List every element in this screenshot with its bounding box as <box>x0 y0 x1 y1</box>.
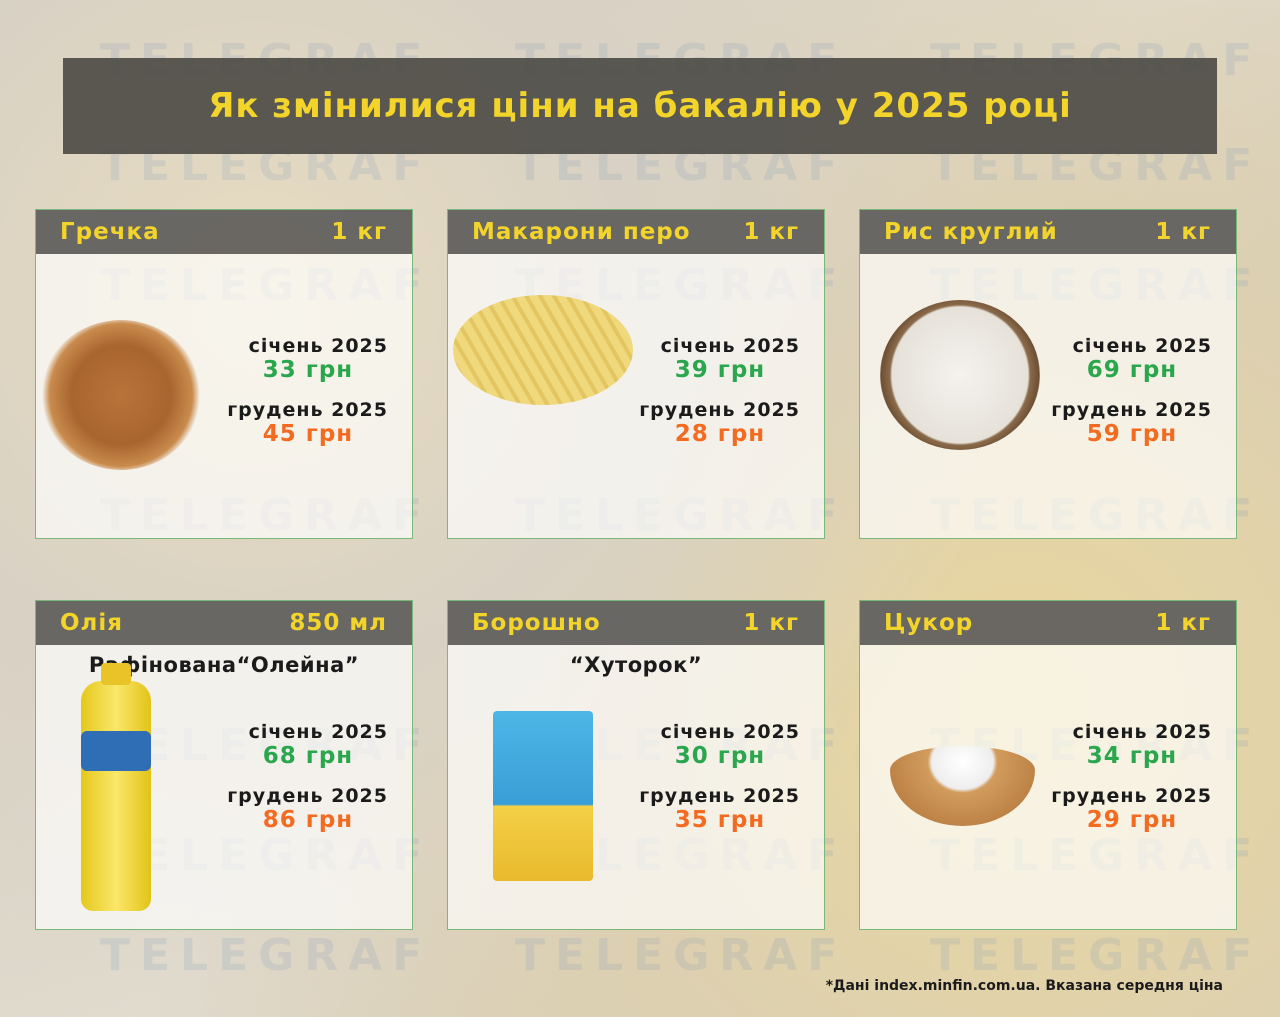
january-label: січень 2025 <box>660 335 800 357</box>
january-price: 33 грн <box>262 357 354 383</box>
product-unit: 1 кг <box>743 219 799 245</box>
price-block: січень 2025 34 грн грудень 2025 29 грн <box>1012 721 1212 833</box>
december-price: 45 грн <box>262 421 354 447</box>
rice-bowl-image <box>880 300 1040 450</box>
product-card: Цукор 1 кг січень 2025 34 грн грудень 202… <box>859 600 1237 930</box>
watermark: TELEGRAF <box>100 930 433 981</box>
product-name: Макарони перо <box>472 219 691 245</box>
sugar-bowl-image <box>890 746 1035 826</box>
january-label: січень 2025 <box>660 721 800 743</box>
january-price: 69 грн <box>1086 357 1178 383</box>
january-label: січень 2025 <box>1072 335 1212 357</box>
page-title: Як змінилися ціни на бакалію у 2025 році <box>208 86 1072 126</box>
product-card: Рис круглий 1 кг січень 2025 69 грн груде… <box>859 209 1237 539</box>
product-name: Гречка <box>60 219 160 245</box>
january-price: 34 грн <box>1086 743 1178 769</box>
december-price: 86 грн <box>262 807 354 833</box>
price-block: січень 2025 69 грн грудень 2025 59 грн <box>1012 335 1212 447</box>
december-label: грудень 2025 <box>1051 399 1212 421</box>
january-label: січень 2025 <box>248 335 388 357</box>
december-label: грудень 2025 <box>1051 785 1212 807</box>
december-price: 28 грн <box>674 421 766 447</box>
product-name: Олія <box>60 610 124 636</box>
product-unit: 1 кг <box>1155 219 1211 245</box>
january-label: січень 2025 <box>1072 721 1212 743</box>
penne-pasta-image <box>453 295 633 405</box>
buckwheat-image <box>41 320 201 470</box>
footnote: *Дані index.minfin.com.ua. Вказана серед… <box>825 978 1223 994</box>
card-header: Рис круглий 1 кг <box>860 210 1236 254</box>
december-label: грудень 2025 <box>227 399 388 421</box>
january-label: січень 2025 <box>248 721 388 743</box>
product-unit: 850 мл <box>289 610 387 636</box>
product-unit: 1 кг <box>1155 610 1211 636</box>
product-unit: 1 кг <box>743 610 799 636</box>
title-bar: Як змінилися ціни на бакалію у 2025 році <box>63 58 1217 154</box>
january-price: 68 грн <box>262 743 354 769</box>
price-block: січень 2025 68 грн грудень 2025 86 грн <box>188 721 388 833</box>
card-header: Борошно 1 кг <box>448 601 824 645</box>
december-label: грудень 2025 <box>227 785 388 807</box>
product-name: Цукор <box>884 610 974 636</box>
card-header: Олія 850 мл <box>36 601 412 645</box>
oil-bottle-image <box>81 663 151 911</box>
december-label: грудень 2025 <box>639 399 800 421</box>
product-unit: 1 кг <box>331 219 387 245</box>
price-block: січень 2025 33 грн грудень 2025 45 грн <box>188 335 388 447</box>
watermark: TELEGRAF <box>515 930 848 981</box>
product-card: Борошно 1 кг “Хуторок” січень 2025 30 грн… <box>447 600 825 930</box>
card-header: Гречка 1 кг <box>36 210 412 254</box>
december-price: 29 грн <box>1086 807 1178 833</box>
product-card: Макарони перо 1 кг січень 2025 39 грн гру… <box>447 209 825 539</box>
december-label: грудень 2025 <box>639 785 800 807</box>
january-price: 39 грн <box>674 357 766 383</box>
product-name: Рис круглий <box>884 219 1058 245</box>
price-block: січень 2025 30 грн грудень 2025 35 грн <box>600 721 800 833</box>
card-header: Цукор 1 кг <box>860 601 1236 645</box>
price-block: січень 2025 39 грн грудень 2025 28 грн <box>600 335 800 447</box>
december-price: 59 грн <box>1086 421 1178 447</box>
product-name: Борошно <box>472 610 601 636</box>
card-header: Макарони перо 1 кг <box>448 210 824 254</box>
product-subtitle: Рафінована“Олейна” <box>88 653 360 677</box>
watermark: TELEGRAF <box>930 930 1263 981</box>
december-price: 35 грн <box>674 807 766 833</box>
product-subtitle: “Хуторок” <box>569 653 703 677</box>
january-price: 30 грн <box>674 743 766 769</box>
flour-pack-image <box>493 711 593 881</box>
product-card: Гречка 1 кг січень 2025 33 грн грудень 20… <box>35 209 413 539</box>
product-card: Олія 850 мл Рафінована“Олейна” січень 202… <box>35 600 413 930</box>
